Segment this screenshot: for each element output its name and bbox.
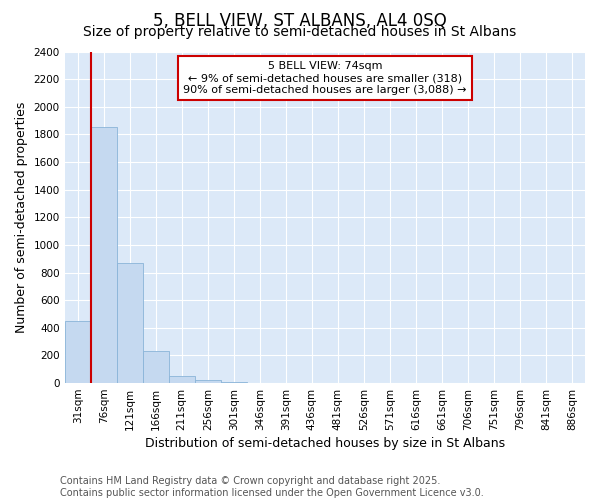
Bar — [117, 263, 143, 383]
Bar — [221, 382, 247, 383]
Text: 5 BELL VIEW: 74sqm
← 9% of semi-detached houses are smaller (318)
90% of semi-de: 5 BELL VIEW: 74sqm ← 9% of semi-detached… — [183, 62, 467, 94]
Bar — [91, 128, 116, 383]
Bar — [65, 321, 91, 383]
Bar — [169, 376, 195, 383]
Text: Size of property relative to semi-detached houses in St Albans: Size of property relative to semi-detach… — [83, 25, 517, 39]
Y-axis label: Number of semi-detached properties: Number of semi-detached properties — [15, 102, 28, 333]
X-axis label: Distribution of semi-detached houses by size in St Albans: Distribution of semi-detached houses by … — [145, 437, 505, 450]
Text: 5, BELL VIEW, ST ALBANS, AL4 0SQ: 5, BELL VIEW, ST ALBANS, AL4 0SQ — [153, 12, 447, 30]
Text: Contains HM Land Registry data © Crown copyright and database right 2025.
Contai: Contains HM Land Registry data © Crown c… — [60, 476, 484, 498]
Bar — [195, 380, 221, 383]
Bar — [143, 350, 169, 383]
